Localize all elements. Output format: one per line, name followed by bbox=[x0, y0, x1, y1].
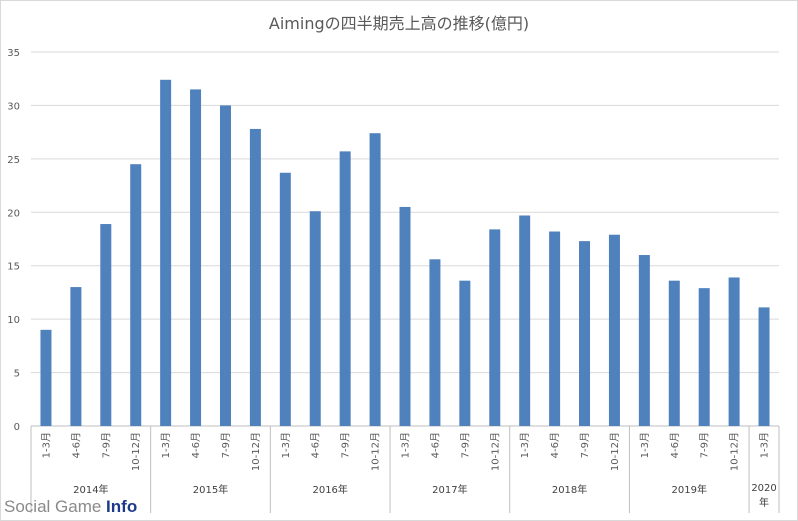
y-tick-label: 0 bbox=[14, 422, 20, 433]
y-tick-label: 25 bbox=[7, 155, 20, 166]
bar bbox=[160, 79, 172, 426]
x-tick-label: 4-6月 bbox=[310, 432, 322, 458]
watermark-text: Social Game bbox=[4, 497, 107, 516]
x-tick-label: 4-6月 bbox=[70, 432, 82, 458]
x-tick-label: 4-6月 bbox=[549, 432, 561, 458]
x-tick-label: 7-9月 bbox=[100, 432, 112, 458]
bar bbox=[130, 164, 142, 426]
bar bbox=[728, 277, 740, 426]
bar bbox=[758, 307, 770, 426]
y-tick-label: 15 bbox=[7, 262, 20, 273]
bar bbox=[339, 151, 351, 426]
bar bbox=[608, 234, 620, 426]
year-label: 2015年 bbox=[193, 483, 228, 496]
x-tick-label: 7-9月 bbox=[579, 432, 591, 458]
bar bbox=[698, 288, 710, 426]
y-tick-label: 30 bbox=[7, 101, 20, 112]
x-tick-label: 10-12月 bbox=[609, 432, 621, 471]
x-tick-label: 7-9月 bbox=[699, 432, 711, 458]
x-tick-label: 10-12月 bbox=[370, 432, 382, 471]
x-tick-label: 7-9月 bbox=[340, 432, 352, 458]
x-tick-label: 1-3月 bbox=[160, 432, 172, 458]
bar bbox=[638, 255, 650, 426]
y-tick-label: 5 bbox=[14, 369, 20, 380]
x-tick-label: 10-12月 bbox=[489, 432, 501, 471]
year-label: 年 bbox=[759, 496, 769, 509]
y-tick-label: 35 bbox=[7, 48, 20, 59]
x-tick-label: 1-3月 bbox=[639, 432, 651, 458]
bar bbox=[489, 229, 501, 426]
x-tick-label: 4-6月 bbox=[190, 432, 202, 458]
bar bbox=[369, 133, 381, 426]
bar bbox=[668, 280, 680, 426]
year-label: 2018年 bbox=[552, 483, 587, 496]
x-tick-label: 10-12月 bbox=[130, 432, 142, 471]
bar bbox=[70, 287, 82, 426]
x-tick-label: 1-3月 bbox=[759, 432, 771, 458]
x-tick-label: 7-9月 bbox=[459, 432, 471, 458]
x-tick-label: 1-3月 bbox=[400, 432, 412, 458]
chart-title: Aimingの四半期売上高の推移(億円) bbox=[268, 14, 530, 33]
bar bbox=[249, 128, 261, 427]
y-tick-label: 20 bbox=[7, 208, 20, 219]
year-label: 2019年 bbox=[672, 483, 707, 496]
bar bbox=[549, 231, 561, 426]
x-tick-label: 1-3月 bbox=[519, 432, 531, 458]
x-tick-label: 10-12月 bbox=[250, 432, 262, 471]
x-tick-label: 1-3月 bbox=[280, 432, 292, 458]
bar bbox=[579, 241, 591, 426]
x-tick-label: 4-6月 bbox=[429, 432, 441, 458]
bar bbox=[519, 215, 531, 426]
bar bbox=[279, 172, 291, 426]
watermark-text-strong: Info bbox=[106, 497, 138, 516]
x-tick-label: 1-3月 bbox=[40, 432, 52, 458]
bar bbox=[190, 89, 202, 427]
bar bbox=[399, 206, 411, 426]
year-label: 2017年 bbox=[432, 483, 467, 496]
y-tick-label: 10 bbox=[7, 315, 20, 326]
bar bbox=[40, 329, 52, 426]
bar bbox=[459, 280, 471, 426]
bar bbox=[429, 259, 441, 426]
bar bbox=[309, 211, 321, 426]
x-tick-label: 7-9月 bbox=[220, 432, 232, 458]
year-label: 2020 bbox=[751, 483, 776, 494]
bar bbox=[100, 224, 112, 426]
year-label: 2016年 bbox=[312, 483, 347, 496]
watermark-logo: Social Game Info bbox=[4, 497, 137, 517]
year-label: 2014年 bbox=[73, 483, 108, 496]
x-tick-label: 4-6月 bbox=[669, 432, 681, 458]
bar bbox=[219, 105, 231, 426]
x-tick-label: 10-12月 bbox=[729, 432, 741, 471]
